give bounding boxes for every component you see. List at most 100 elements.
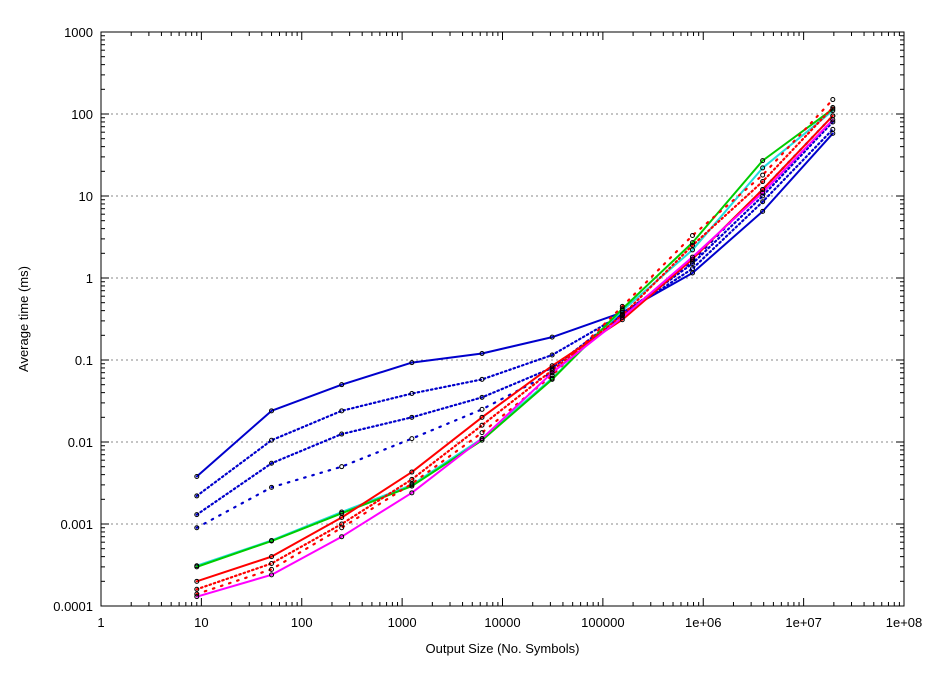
- data-point: [339, 525, 345, 531]
- y-tick-label: 1000: [64, 25, 93, 40]
- data-point: [549, 370, 555, 376]
- data-point: [549, 367, 555, 373]
- data-point: [339, 431, 345, 437]
- data-point: [194, 564, 200, 570]
- data-point: [760, 199, 766, 205]
- data-point: [760, 179, 766, 185]
- data-point: [479, 351, 485, 357]
- series-line-6: [195, 114, 834, 583]
- y-tick-label: 0.01: [68, 435, 93, 450]
- data-point: [830, 126, 836, 132]
- data-point: [830, 117, 836, 123]
- y-tick-label: 0.001: [60, 517, 93, 532]
- data-point: [689, 242, 695, 248]
- data-point: [409, 436, 415, 442]
- series-line-7: [195, 106, 834, 591]
- data-point: [409, 490, 415, 496]
- data-point: [269, 437, 275, 443]
- data-point: [269, 538, 275, 544]
- x-tick-label: 100000: [581, 615, 624, 630]
- data-point: [269, 572, 275, 578]
- data-point: [760, 208, 766, 214]
- data-point: [549, 365, 555, 371]
- data-point: [194, 493, 200, 499]
- data-point: [830, 105, 836, 111]
- series-line-9: [195, 118, 834, 598]
- series-line-3: [195, 114, 834, 529]
- data-point: [830, 108, 836, 114]
- data-point: [479, 406, 485, 412]
- x-tick-label: 1: [97, 615, 104, 630]
- data-point: [479, 414, 485, 420]
- data-point: [619, 312, 625, 318]
- data-point: [760, 190, 766, 196]
- x-tick-label: 1000: [388, 615, 417, 630]
- data-point: [479, 430, 485, 436]
- data-point: [619, 314, 625, 320]
- data-point: [409, 360, 415, 366]
- data-point: [409, 391, 415, 397]
- data-point: [619, 303, 625, 309]
- x-axis-label: Output Size (No. Symbols): [426, 641, 580, 656]
- data-point: [339, 408, 345, 414]
- data-point: [409, 414, 415, 420]
- data-point: [760, 172, 766, 178]
- data-point: [549, 352, 555, 358]
- data-point: [479, 394, 485, 400]
- y-tick-label: 0.1: [75, 353, 93, 368]
- data-point: [760, 158, 766, 164]
- data-point: [549, 372, 555, 378]
- data-point: [194, 578, 200, 584]
- series-line-0: [195, 132, 834, 478]
- x-tick-label: 10: [194, 615, 208, 630]
- data-point: [194, 586, 200, 592]
- data-point: [269, 408, 275, 414]
- ticks: 0.0001 0.001 0.01 0.1 1 10 100 1000 1 10 100 1000 10…: [53, 25, 922, 630]
- data-point: [619, 306, 625, 312]
- data-point: [269, 560, 275, 566]
- data-point: [689, 240, 695, 246]
- data-point: [269, 566, 275, 572]
- data-point: [339, 515, 345, 521]
- data-point: [194, 473, 200, 479]
- marker-layer: [194, 97, 836, 600]
- data-point: [409, 483, 415, 489]
- data-point: [339, 464, 345, 470]
- data-point: [194, 512, 200, 518]
- data-point: [339, 382, 345, 388]
- data-point: [269, 554, 275, 560]
- series-line-8: [195, 98, 834, 596]
- y-tick-label: 1: [86, 271, 93, 286]
- data-point: [689, 232, 695, 238]
- y-tick-label: 0.0001: [53, 599, 93, 614]
- data-point: [830, 97, 836, 103]
- data-point: [760, 187, 766, 193]
- series-line-2: [195, 120, 834, 516]
- y-tick-label: 10: [79, 189, 93, 204]
- grid-lines: [101, 113, 904, 525]
- y-axis-label: Average time (ms): [16, 266, 31, 372]
- series-line-1: [195, 128, 834, 498]
- data-point: [269, 460, 275, 466]
- data-point: [479, 437, 485, 443]
- x-tick-label: 1e+08: [886, 615, 923, 630]
- x-tick-label: 100: [291, 615, 313, 630]
- series-layer: [195, 98, 834, 598]
- data-point: [194, 591, 200, 597]
- x-tick-label: 1e+06: [685, 615, 722, 630]
- plot-frame: [100, 31, 905, 607]
- data-point: [409, 469, 415, 475]
- series-line-5: [195, 108, 834, 568]
- data-point: [830, 119, 836, 125]
- data-point: [760, 193, 766, 199]
- data-point: [269, 484, 275, 490]
- data-point: [689, 256, 695, 262]
- data-point: [479, 436, 485, 442]
- x-tick-label: 1e+07: [785, 615, 822, 630]
- x-tick-label: 10000: [484, 615, 520, 630]
- data-point: [339, 534, 345, 540]
- data-point: [689, 247, 695, 253]
- data-point: [479, 422, 485, 428]
- data-point: [479, 376, 485, 382]
